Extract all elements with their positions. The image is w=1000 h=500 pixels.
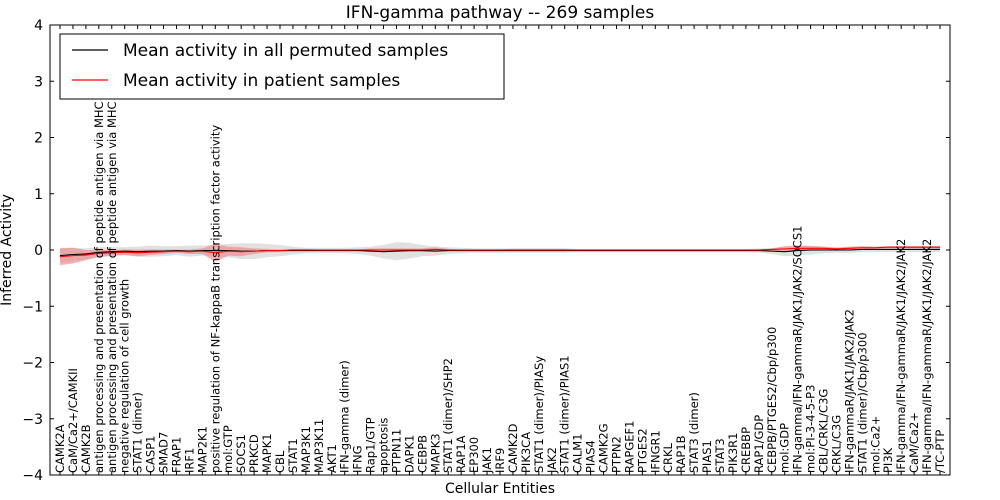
x-tick-label: PIK3R1 <box>726 433 740 474</box>
x-tick-label: PTPN11 <box>389 429 403 473</box>
x-axis-title: Cellular Entities <box>445 481 555 497</box>
x-tick-label: STAT1 (dimer) <box>131 392 145 473</box>
x-tick-label: CREBBP <box>739 427 753 473</box>
x-tick-label: RAP1A <box>454 435 468 473</box>
x-tick-label: AKT1 <box>325 444 339 473</box>
axes: −4 −3 −2 −1 0 1 2 3 4 <box>22 18 951 484</box>
line-series-0 <box>59 248 940 257</box>
x-tick-label: PIAS4 <box>584 440 598 473</box>
x-tick-label: JAK2 <box>545 447 559 474</box>
x-tick-label: DAPK1 <box>402 435 416 473</box>
x-tick-label: MAP2K1 <box>195 426 209 473</box>
x-tick-label: mol:PI-3-4-5-P3 <box>804 385 818 473</box>
x-tick-label: CALM1 <box>571 433 585 473</box>
x-tick-label: RAP1/GDP <box>752 415 766 473</box>
x-tick-label: STAT1 (dimer)/Cbp/p300 <box>855 332 869 473</box>
legend-frame <box>59 33 505 100</box>
x-tick-label: IFNG <box>351 445 365 473</box>
x-tick-label: FRAP1 <box>169 437 183 473</box>
x-tick-label: positive regulation of NF-kappaB transcr… <box>208 125 222 473</box>
line-series-1 <box>59 246 940 258</box>
x-tick-label: antigen processing and presentation of p… <box>105 59 119 473</box>
x-tick-label: MAPK1 <box>260 433 274 473</box>
plot-area <box>59 242 940 266</box>
x-tick-label: apoptosis <box>377 418 391 473</box>
band-series-0 <box>60 242 940 264</box>
y-tick-label: 1 <box>34 187 43 203</box>
x-tick-label: PRKCD <box>247 434 261 473</box>
x-tick-label: MAP3K11 <box>312 419 326 473</box>
x-tick-label: IRF9 <box>493 448 507 473</box>
x-tick-label: Rap1/GTP <box>364 417 378 473</box>
x-tick-label: STAT3 (dimer) <box>687 392 701 473</box>
legend-label-patient: Mean activity in patient samples <box>123 71 400 91</box>
x-tick-label: PI3K <box>881 447 895 473</box>
x-tick-label: IRF1 <box>182 448 196 473</box>
x-tick-label: CaM/Ca2+ <box>907 412 921 473</box>
x-tick-label: IFN-gamma (dimer) <box>338 360 352 473</box>
x-tick-label: CBL/CRKL/C3G <box>817 389 831 473</box>
x-tick-label: IFN-gammaR/JAK1/JAK2/JAK2 <box>842 309 856 473</box>
x-tick-label: /TC-PTP <box>933 430 947 473</box>
y-tick-label: −2 <box>22 356 43 372</box>
x-tick-label: mol:GDP <box>778 423 792 473</box>
x-tick-label: CAMK2B <box>79 424 93 473</box>
x-tick-label: PTPN2 <box>609 436 623 473</box>
y-axis-title: Inferred Activity <box>0 194 15 306</box>
x-tick-label: mol:Ca2+ <box>868 416 882 473</box>
x-tick-label: CRKL <box>661 442 675 473</box>
y-tick-label: 0 <box>34 243 43 259</box>
x-tick-label: IFN-gamma/IFN-gammaR/JAK1/JAK2/SOCS1 <box>791 226 805 473</box>
x-tick-label: CAMK2G <box>597 423 611 473</box>
x-tick-label: JAK1 <box>480 447 494 474</box>
x-tick-label: STAT1 (dimer)/SHP2 <box>441 358 455 473</box>
x-tick-label: STAT1 <box>286 438 300 473</box>
y-tick-label: 3 <box>34 74 43 90</box>
x-tick-label: negative regulation of cell growth <box>118 279 132 473</box>
x-tick-label: PIK3CA <box>519 432 533 473</box>
y-tick-label: 2 <box>34 131 43 147</box>
x-tick-label: SMAD7 <box>157 432 171 473</box>
x-tick-label: mol:GTP <box>221 425 235 473</box>
y-tick-label: −1 <box>22 299 43 315</box>
x-tick-label: CEBPB <box>415 435 429 473</box>
x-tick-label: STAT1 (dimer)/PIAS1 <box>558 355 572 473</box>
x-tick-label: CAMK2D <box>506 423 520 473</box>
chart-title: IFN-gamma pathway -- 269 samples <box>346 3 655 23</box>
x-tick-label: MAP3K1 <box>299 426 313 473</box>
y-tick-label: −4 <box>22 468 43 484</box>
legend: Mean activity in all permuted samples Me… <box>59 33 505 100</box>
x-tick-label: PTGES2 <box>635 428 649 473</box>
band-series-1 <box>60 243 940 266</box>
y-tick-label: 4 <box>34 18 43 34</box>
x-tick-label: MAPK3 <box>428 433 442 473</box>
x-tick-label: IFN-gamma/IFN-gammaR/JAK1/JAK2/JAK2 <box>894 239 908 473</box>
x-tick-label: CAMK2A <box>53 424 67 473</box>
x-tick-label: EP300 <box>467 437 481 473</box>
x-tick-label: IFN-gamma/IFN-gammaR/JAK1/JAK2/JAK2 <box>920 239 934 473</box>
x-tick-label: SOCS1 <box>234 434 248 473</box>
x-tick-label: PIAS1 <box>700 440 714 473</box>
x-tick-label: STAT1 (dimer)/PIASy <box>532 356 546 473</box>
x-tick-label: RAPGEF1 <box>622 421 636 473</box>
legend-label-permuted: Mean activity in all permuted samples <box>123 41 448 61</box>
y-tick-label: −3 <box>22 412 43 428</box>
x-tick-label: CASP1 <box>144 436 158 473</box>
x-tick-label: RAP1B <box>674 435 688 473</box>
x-tick-label: CRKL/C3G <box>829 415 843 473</box>
x-tick-label: IFNGR1 <box>648 430 662 473</box>
x-tick-label: CBL <box>273 450 287 473</box>
x-tick-label: CaM/Ca2+/CAMKII <box>66 368 80 473</box>
x-tick-label: antigen processing and presentation of p… <box>92 62 106 473</box>
x-tick-label: CEBPB/PTGES2/Cbp/p300 <box>765 327 779 473</box>
x-tick-label: STAT3 <box>713 438 727 473</box>
